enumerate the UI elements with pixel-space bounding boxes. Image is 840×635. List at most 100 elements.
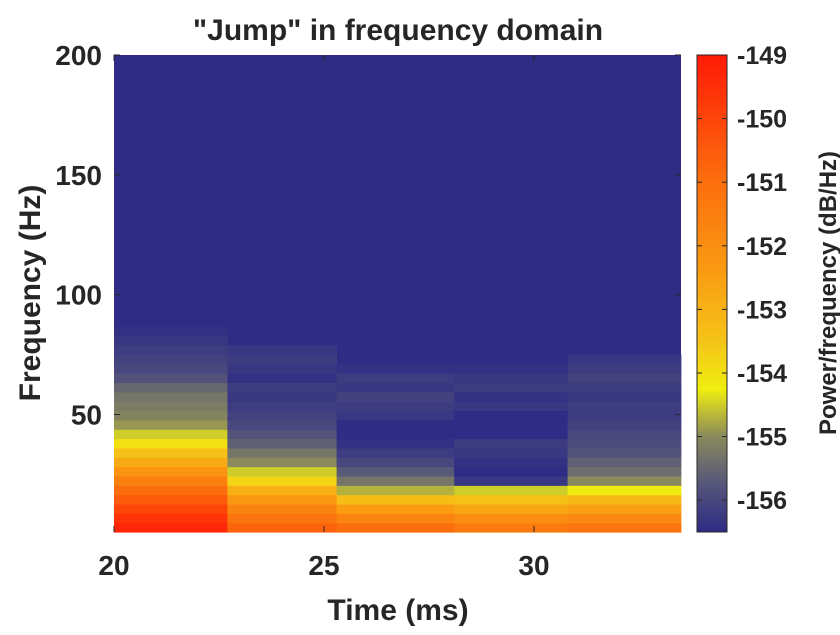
spectrogram-cell <box>454 401 568 412</box>
x-tick-labels: 20 25 30 <box>98 550 549 581</box>
spectrogram-cell <box>454 363 568 374</box>
colorbar-tick-label: -153 <box>737 296 787 324</box>
spectrogram-cell <box>336 401 455 412</box>
colorbar-tick-label: -155 <box>737 424 787 452</box>
spectrogram-cell <box>336 391 455 402</box>
spectrogram-cell <box>227 513 337 524</box>
y-tick-label: 50 <box>71 400 102 431</box>
spectrogram-cell <box>567 513 682 524</box>
spectrogram-cell <box>454 429 568 440</box>
spectrogram-cell <box>227 382 337 393</box>
spectrogram-cell <box>227 354 337 365</box>
spectrogram-cell <box>227 345 337 355</box>
spectrogram-cell <box>114 401 228 412</box>
spectrogram-cell <box>227 503 337 514</box>
spectrogram-cell <box>567 438 682 449</box>
spectrogram-cell <box>567 522 682 533</box>
spectrogram-cell <box>567 410 682 421</box>
plot-ticks <box>113 54 681 532</box>
spectrogram-cell <box>454 391 568 402</box>
spectrogram-cell <box>454 457 568 468</box>
spectrogram-cell <box>336 475 455 486</box>
spectrogram-cell <box>567 447 682 458</box>
y-tick-label: 200 <box>55 40 102 71</box>
colorbar-tick-label: -150 <box>737 106 787 134</box>
spectrogram-cell <box>114 345 228 355</box>
spectrogram-cell <box>114 466 228 477</box>
spectrogram-cell <box>454 522 568 533</box>
spectrogram-cell <box>114 475 228 486</box>
spectrogram-cell <box>336 410 455 421</box>
spectrogram-cell <box>114 522 228 533</box>
spectrogram-cell <box>567 419 682 430</box>
spectrogram-cell <box>227 485 337 496</box>
x-tick-label: 20 <box>98 550 129 581</box>
spectrogram-cell <box>114 410 228 421</box>
spectrogram-cell <box>114 438 228 449</box>
colorbar-tick-label: -156 <box>737 487 787 515</box>
spectrogram-cell <box>567 391 682 402</box>
x-tick-label: 25 <box>308 550 339 581</box>
spectrogram-cell <box>336 466 455 477</box>
spectrogram-cell <box>336 419 455 430</box>
x-axis-label: Time (ms) <box>327 594 468 627</box>
spectrogram-cell <box>567 429 682 440</box>
spectrogram-cell <box>454 503 568 514</box>
spectrogram-cell <box>336 373 455 384</box>
spectrogram-cell <box>567 503 682 514</box>
spectrogram-cell <box>454 447 568 458</box>
spectrogram-cell <box>567 466 682 477</box>
spectrogram-cell <box>114 382 228 393</box>
spectrogram-cell <box>227 419 337 430</box>
spectrogram-cell <box>567 475 682 486</box>
spectrogram-cell <box>454 373 568 384</box>
colorbar-ticks: -156 -155 -154 -153 -152 -151 -150 -149 <box>697 42 787 515</box>
spectrogram-cell <box>114 513 228 524</box>
spectrogram-cell <box>454 494 568 505</box>
colorbar-tick-label: -154 <box>737 360 787 388</box>
spectrogram-cell <box>336 457 455 468</box>
chart-title: "Jump" in frequency domain <box>193 14 603 47</box>
spectrogram-cell <box>454 475 568 486</box>
y-tick-labels: 50 100 150 200 <box>55 40 102 431</box>
spectrogram-cell <box>227 494 337 505</box>
spectrogram-cell <box>336 429 455 440</box>
spectrogram-cell <box>114 419 228 430</box>
y-tick-label: 100 <box>55 280 102 311</box>
spectrogram-cell <box>454 513 568 524</box>
spectrogram-cell <box>336 447 455 458</box>
spectrogram-cell <box>114 354 228 365</box>
spectrogram-cell <box>227 438 337 449</box>
spectrogram-cell <box>114 391 228 402</box>
spectrogram-cell <box>114 494 228 505</box>
spectrogram-cell <box>227 522 337 533</box>
spectrogram-cell <box>567 494 682 505</box>
spectrogram-cell <box>336 382 455 393</box>
spectrogram-cell <box>567 363 682 374</box>
spectrogram-cell <box>227 401 337 412</box>
spectrogram-cell <box>454 419 568 430</box>
y-axis-label: Frequency (Hz) <box>14 185 47 402</box>
spectrogram-cell <box>567 485 682 496</box>
spectrogram-cell <box>114 457 228 468</box>
spectrogram-cell <box>336 503 455 514</box>
spectrogram-cell <box>114 429 228 440</box>
colorbar: -156 -155 -154 -153 -152 -151 -150 -149 Power/f… <box>696 42 840 533</box>
spectrogram-cell <box>114 335 228 346</box>
spectrogram-cell <box>567 457 682 468</box>
spectrogram-cell <box>567 382 682 393</box>
spectrogram-cell <box>454 410 568 421</box>
spectrogram-cell <box>227 363 337 374</box>
spectrogram-cell <box>227 391 337 402</box>
spectrogram-cell <box>114 363 228 374</box>
x-tick-label: 30 <box>518 550 549 581</box>
spectrogram-cell <box>227 429 337 440</box>
spectrogram-cell <box>336 485 455 496</box>
spectrogram-cell <box>336 522 455 533</box>
spectrogram-cell <box>114 485 228 496</box>
colorbar-label: Power/frequency (dB/Hz) <box>815 151 840 435</box>
spectrogram-cell <box>454 382 568 393</box>
spectrogram-cell <box>454 438 568 449</box>
